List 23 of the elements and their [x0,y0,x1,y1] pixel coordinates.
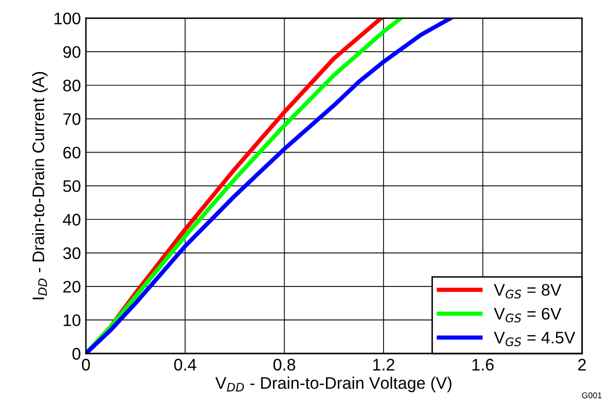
x-tick-label: 0.4 [174,358,196,371]
y-tick-label: 60 [63,146,80,159]
y-tick-label: 100 [54,12,80,24]
y-tick-label: 80 [63,80,80,92]
y-tick-label: 70 [63,113,80,125]
legend-label: V$_{GS}$ = 6V [494,308,562,322]
x-axis-title: V$_{DD}$ - Drain-to-Drain Voltage (V) [215,376,452,392]
y-tick-label: 20 [63,280,80,293]
y-tick-label: 90 [63,46,80,58]
x-tick-label: 1.6 [472,358,494,371]
y-tick-label: 50 [63,180,80,192]
y-tick-label: 30 [63,247,80,260]
x-tick-label: 0.8 [273,358,296,371]
x-tick-label: 0 [82,358,90,371]
y-axis-title: I$_{DD}$ - Drain-to-Drain Current (A) [32,72,48,300]
legend-label: V$_{GS}$ = 8V [494,284,562,299]
x-tick-label: 1.2 [373,358,394,370]
text: G001 [582,392,602,398]
y-tick-label: 0 [72,348,80,360]
y-tick-label: 10 [64,314,80,326]
legend-label: V$_{GS}$ = 4.5V [494,332,576,346]
y-tick-label: 40 [62,214,80,226]
x-tick-label: 2 [578,358,586,370]
